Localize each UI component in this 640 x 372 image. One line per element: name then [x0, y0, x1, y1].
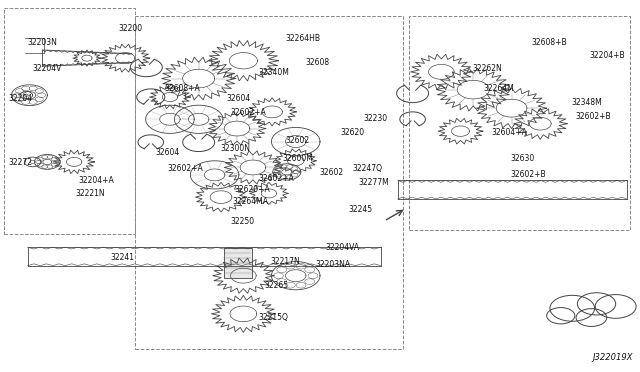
Text: 32204: 32204	[9, 94, 33, 103]
Text: 32348M: 32348M	[572, 98, 602, 107]
Text: 32247Q: 32247Q	[352, 164, 382, 173]
Text: 32264HB: 32264HB	[285, 34, 320, 43]
FancyBboxPatch shape	[224, 248, 252, 278]
Text: 32608: 32608	[305, 58, 329, 67]
Text: 32204+A: 32204+A	[79, 176, 115, 185]
Text: 32245: 32245	[348, 205, 372, 214]
Text: 32215Q: 32215Q	[258, 313, 288, 322]
Text: 32340M: 32340M	[258, 68, 289, 77]
Text: 32602+B: 32602+B	[511, 170, 546, 179]
Text: 32241: 32241	[111, 253, 134, 262]
Text: 32602+A: 32602+A	[230, 108, 266, 117]
Text: 32262N: 32262N	[473, 64, 502, 73]
Text: 32264M: 32264M	[484, 84, 515, 93]
Text: 32620: 32620	[340, 128, 364, 137]
Text: 32602: 32602	[285, 136, 309, 145]
Text: 32277M: 32277M	[358, 177, 388, 186]
Text: 32620+A: 32620+A	[234, 186, 270, 195]
Text: 32217N: 32217N	[270, 257, 300, 266]
Text: 32602+B: 32602+B	[575, 112, 611, 121]
Text: 32272: 32272	[9, 158, 33, 167]
Text: 32600M: 32600M	[282, 154, 313, 163]
Text: 32264MA: 32264MA	[232, 198, 268, 206]
Text: 32200: 32200	[118, 24, 143, 33]
Text: 32230: 32230	[363, 114, 387, 123]
Text: 32250: 32250	[230, 217, 254, 227]
Text: 32608+B: 32608+B	[532, 38, 567, 47]
Text: 32203N: 32203N	[28, 38, 58, 47]
Text: 32602: 32602	[319, 167, 343, 177]
Text: 32604: 32604	[226, 94, 250, 103]
Text: 32604+A: 32604+A	[492, 128, 527, 137]
Text: 32602+A: 32602+A	[258, 173, 294, 183]
Text: J322019X: J322019X	[593, 353, 633, 362]
Text: 32204V: 32204V	[33, 64, 62, 73]
Text: 32203NA: 32203NA	[315, 260, 350, 269]
Text: 32204VA: 32204VA	[325, 243, 359, 252]
Text: 32604: 32604	[156, 148, 180, 157]
Text: 32204+B: 32204+B	[589, 51, 625, 60]
Text: 32265: 32265	[264, 281, 288, 290]
Text: 32221N: 32221N	[76, 189, 105, 199]
Text: 32602+A: 32602+A	[167, 164, 203, 173]
Text: 32608+A: 32608+A	[164, 84, 200, 93]
Text: 32300N: 32300N	[220, 144, 250, 153]
Text: 32630: 32630	[511, 154, 535, 163]
